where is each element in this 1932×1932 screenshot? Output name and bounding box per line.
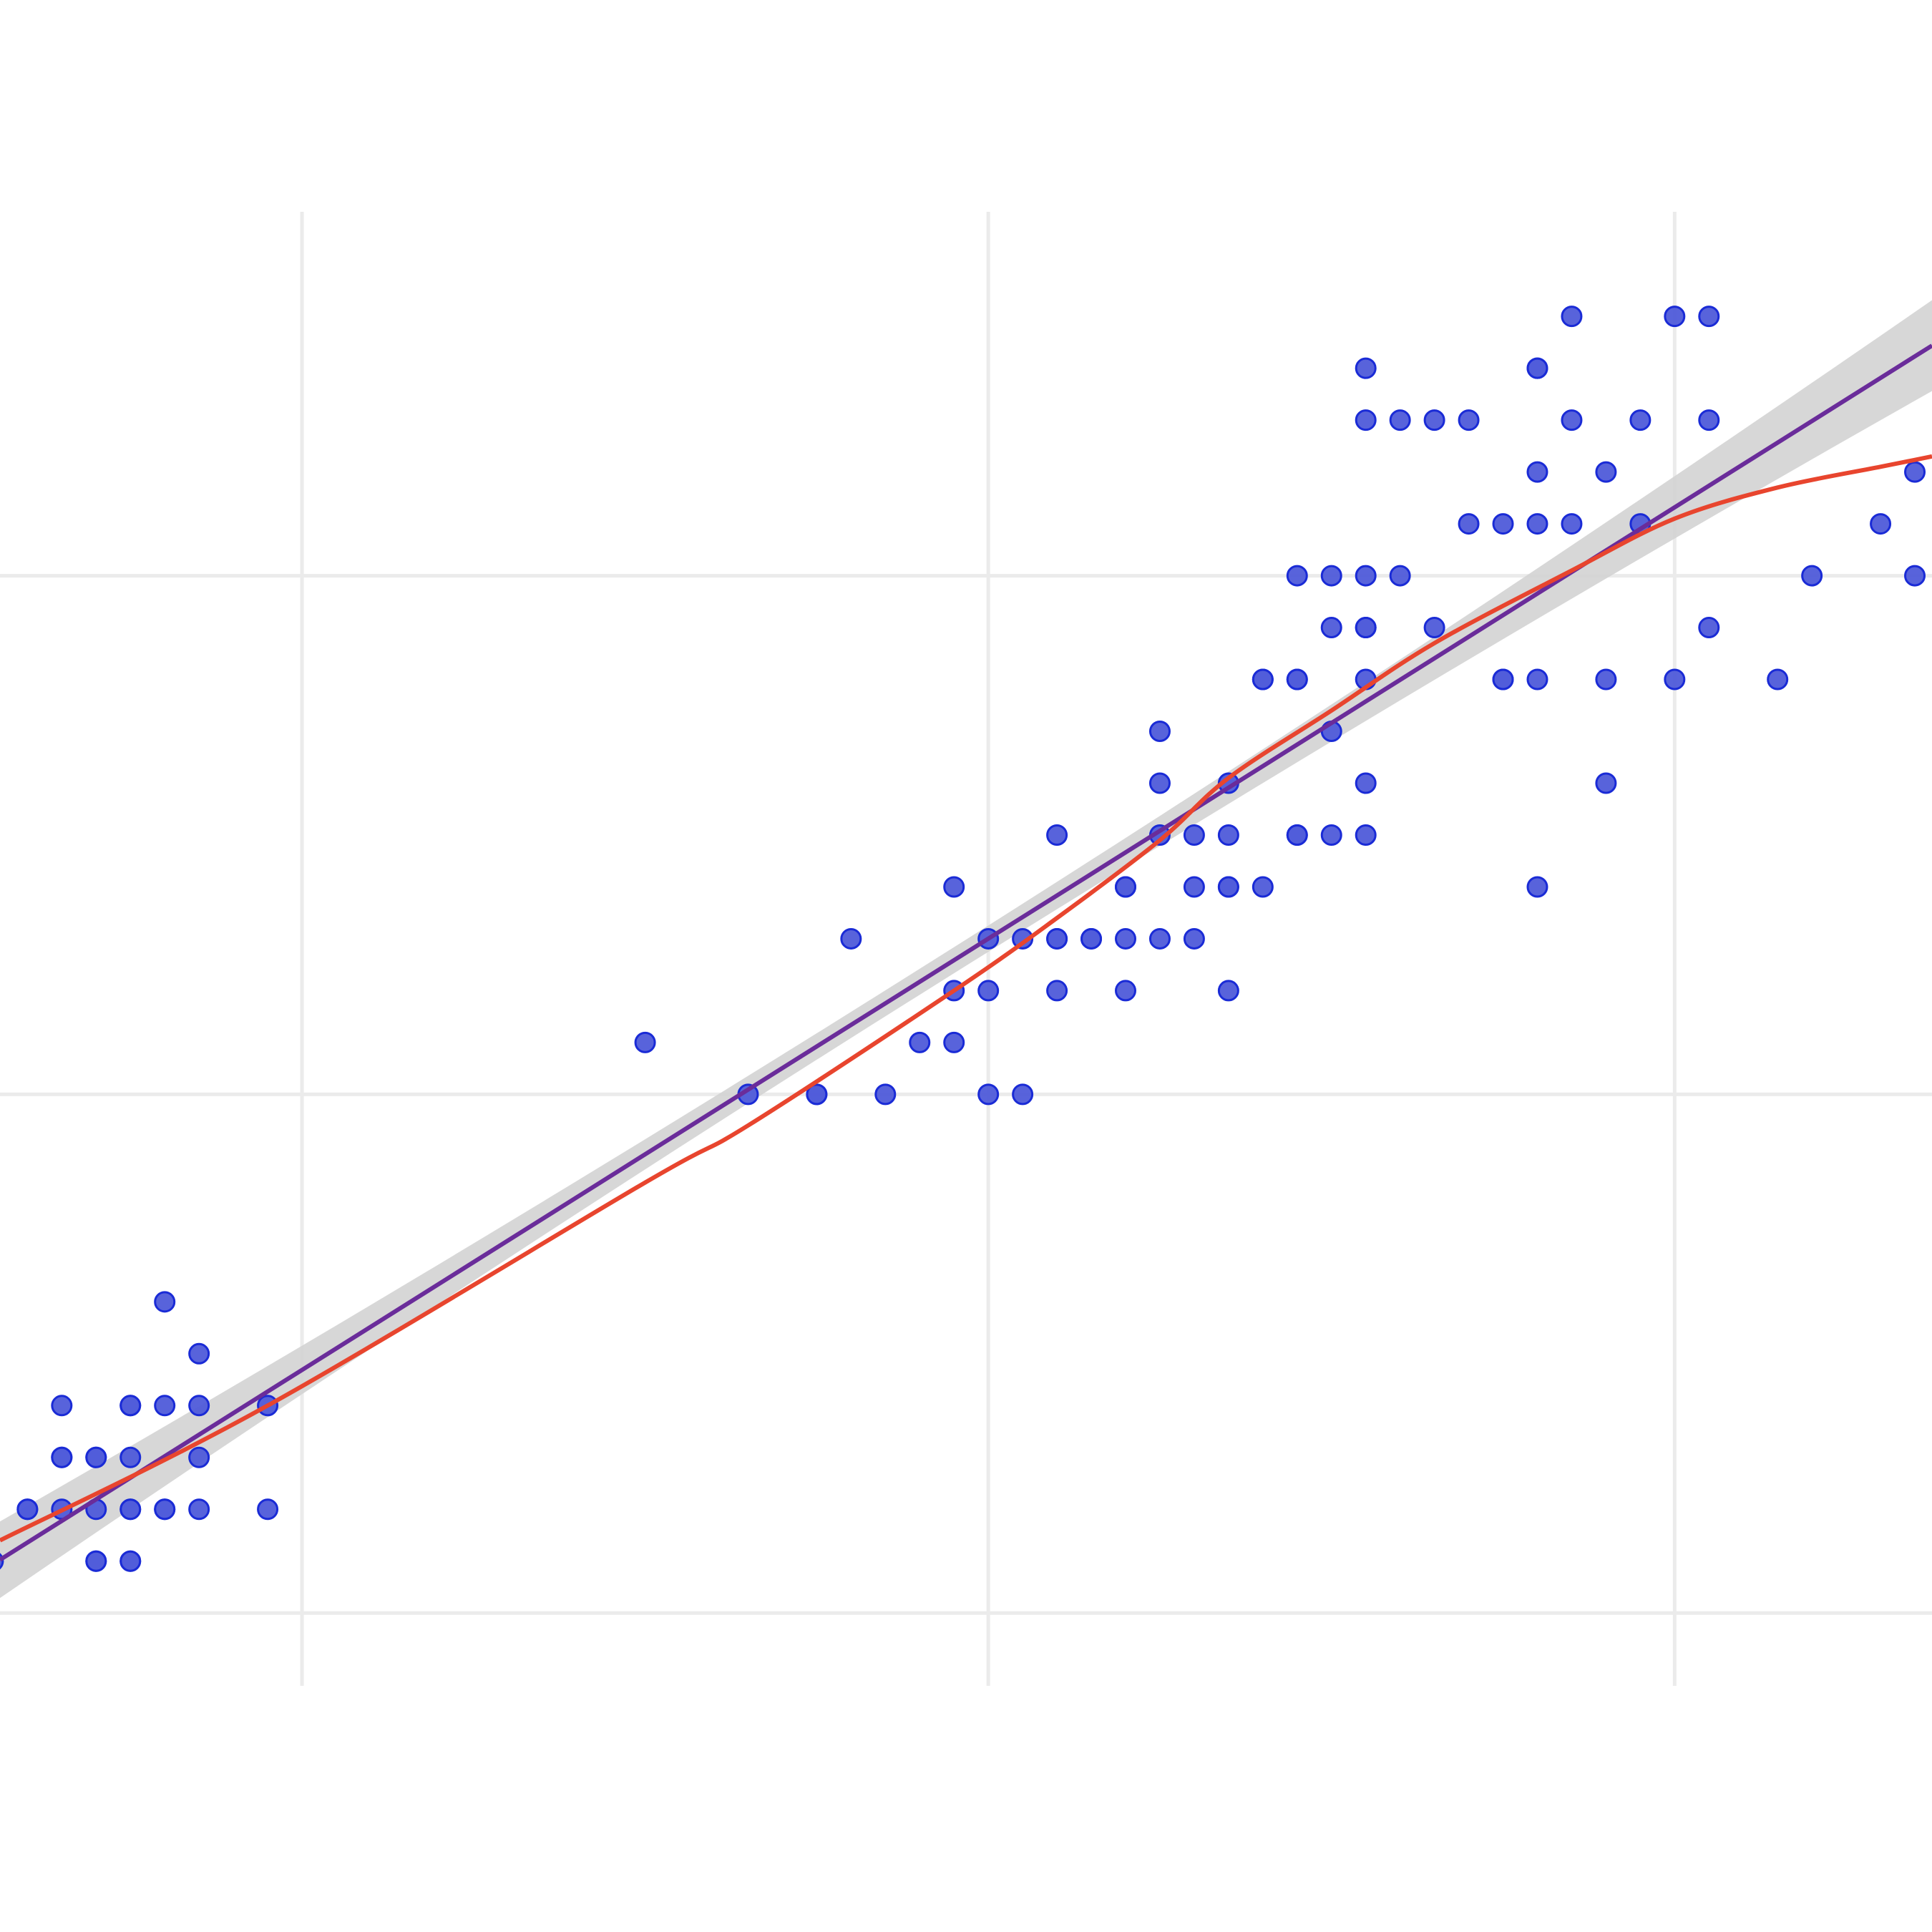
data-point xyxy=(1801,565,1823,587)
data-point xyxy=(1561,513,1583,535)
data-point xyxy=(16,1498,39,1521)
data-point xyxy=(1355,824,1377,846)
data-point xyxy=(1355,565,1377,587)
data-point xyxy=(1355,772,1377,794)
data-point xyxy=(1423,617,1445,639)
grid xyxy=(0,212,1932,1686)
data-point xyxy=(1217,824,1239,846)
data-point xyxy=(188,1342,210,1365)
data-point xyxy=(85,1550,107,1572)
data-point xyxy=(51,1446,73,1468)
data-point xyxy=(1526,461,1548,483)
data-point xyxy=(1767,668,1789,691)
data-point xyxy=(1320,565,1342,587)
data-point xyxy=(1286,824,1308,846)
data-point xyxy=(119,1395,142,1417)
smooth-fit-line xyxy=(0,454,1932,1543)
data-point xyxy=(188,1395,210,1417)
data-point xyxy=(1252,668,1274,691)
data-point xyxy=(634,1031,656,1053)
data-point xyxy=(1423,409,1445,431)
data-point xyxy=(1561,306,1583,328)
data-point xyxy=(1320,824,1342,846)
data-point xyxy=(1389,409,1411,431)
data-point xyxy=(1115,876,1137,898)
data-point xyxy=(1183,824,1205,846)
points xyxy=(0,306,1926,1572)
data-point xyxy=(1664,668,1686,691)
data-point xyxy=(1526,668,1548,691)
data-point xyxy=(806,1083,828,1106)
data-point xyxy=(1595,772,1617,794)
data-point xyxy=(1698,617,1720,639)
data-point xyxy=(1320,617,1342,639)
data-point xyxy=(1904,565,1926,587)
data-point xyxy=(1904,461,1926,483)
data-point xyxy=(119,1446,142,1468)
data-point xyxy=(1355,357,1377,379)
data-point xyxy=(1492,513,1514,535)
data-point xyxy=(1115,927,1137,950)
data-point xyxy=(154,1291,176,1313)
data-point xyxy=(1664,306,1686,328)
data-point xyxy=(119,1550,142,1572)
data-point xyxy=(1046,980,1068,1002)
data-point xyxy=(154,1498,176,1521)
data-point xyxy=(1183,876,1205,898)
data-point xyxy=(1286,668,1308,691)
data-point xyxy=(188,1498,210,1521)
data-point xyxy=(977,1083,1000,1106)
data-point xyxy=(1698,409,1720,431)
data-point xyxy=(840,927,862,950)
data-point xyxy=(1561,409,1583,431)
data-point xyxy=(977,980,1000,1002)
data-point xyxy=(257,1498,279,1521)
data-point xyxy=(1389,565,1411,587)
data-point xyxy=(1046,927,1068,950)
data-point xyxy=(1148,772,1171,794)
data-point xyxy=(1080,927,1103,950)
data-point xyxy=(1012,1083,1034,1106)
data-point xyxy=(85,1446,107,1468)
data-point xyxy=(1148,927,1171,950)
data-point xyxy=(1252,876,1274,898)
data-point xyxy=(909,1031,931,1053)
data-point xyxy=(1698,306,1720,328)
fit-lines xyxy=(0,343,1932,1562)
data-point xyxy=(1115,980,1137,1002)
data-point xyxy=(1526,357,1548,379)
confidence-band-area xyxy=(0,300,1932,1599)
data-point xyxy=(943,876,965,898)
data-point xyxy=(943,1031,965,1053)
data-point xyxy=(1870,513,1892,535)
data-point xyxy=(1629,409,1652,431)
linear-fit-line xyxy=(0,343,1932,1562)
data-point xyxy=(1458,409,1480,431)
data-point xyxy=(1492,668,1514,691)
data-point xyxy=(1217,980,1239,1002)
data-point xyxy=(1183,927,1205,950)
data-point xyxy=(1595,668,1617,691)
data-point xyxy=(1012,927,1034,950)
data-point xyxy=(1595,461,1617,483)
data-point xyxy=(119,1498,142,1521)
data-point xyxy=(1286,565,1308,587)
data-point xyxy=(1148,721,1171,743)
data-point xyxy=(1458,513,1480,535)
data-point xyxy=(1217,876,1239,898)
data-point xyxy=(154,1395,176,1417)
data-point xyxy=(51,1395,73,1417)
confidence-band xyxy=(0,300,1932,1599)
data-point xyxy=(874,1083,897,1106)
data-point xyxy=(1526,513,1548,535)
data-point xyxy=(1046,824,1068,846)
data-point xyxy=(188,1446,210,1468)
data-point xyxy=(1355,617,1377,639)
data-point xyxy=(1526,876,1548,898)
data-point xyxy=(1355,409,1377,431)
